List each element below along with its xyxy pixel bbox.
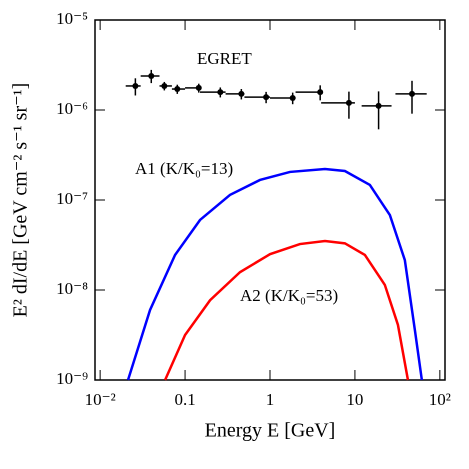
data-point — [408, 90, 415, 97]
y-tick-label: 10⁻⁷ — [56, 189, 88, 208]
data-point — [195, 84, 202, 91]
data-point — [148, 72, 155, 79]
data-point — [132, 82, 139, 89]
series-label: A1 (K/K₀=13) — [135, 159, 233, 178]
y-tick-label: 10⁻⁹ — [56, 369, 88, 388]
data-point — [375, 102, 382, 109]
y-axis-label: E² dI/dE [GeV cm⁻² s⁻¹ sr⁻¹] — [10, 83, 32, 318]
x-axis-label: Energy E [GeV] — [205, 420, 336, 442]
data-point — [289, 94, 296, 101]
data-point — [317, 89, 324, 96]
x-tick-label: 1 — [266, 390, 275, 409]
x-tick-label: 10 — [346, 390, 363, 409]
data-point — [345, 99, 352, 106]
data-point — [174, 86, 181, 93]
x-tick-label: 10² — [429, 390, 451, 409]
series-label: EGRET — [197, 49, 252, 68]
series-label: A2 (K/K₀=53) — [240, 286, 338, 305]
y-tick-label: 10⁻⁶ — [56, 99, 88, 118]
model-curve — [163, 239, 410, 381]
data-point — [217, 89, 224, 96]
data-point — [263, 94, 270, 101]
model-curve — [126, 167, 424, 381]
plot-frame — [94, 19, 446, 381]
y-tick-label: 10⁻⁸ — [56, 279, 88, 298]
x-tick-label: 0.1 — [174, 390, 195, 409]
y-tick-label: 10⁻⁵ — [56, 9, 88, 28]
data-point — [238, 90, 245, 97]
x-tick-label: 10⁻² — [85, 390, 116, 409]
data-point — [161, 82, 168, 89]
